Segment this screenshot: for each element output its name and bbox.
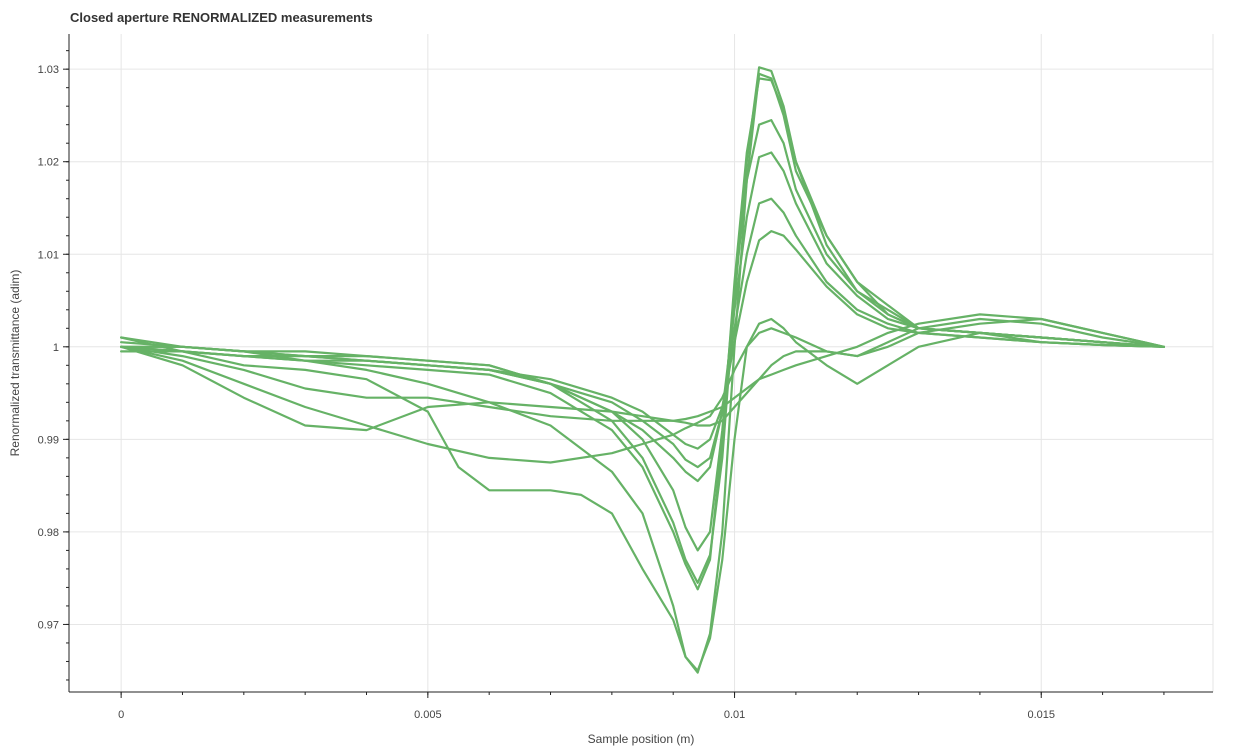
y-tick-label: 1.02 — [38, 157, 59, 169]
y-tick-label: 0.99 — [38, 434, 59, 446]
y-tick-label: 1.01 — [38, 249, 59, 261]
y-tick-label: 1.03 — [38, 64, 59, 76]
series-line-6 — [120, 197, 1165, 469]
grid-lines — [69, 34, 1214, 692]
x-axis-ticks: 0 0.005 0.01 0.015 — [118, 692, 1165, 721]
series-line-1 — [120, 72, 1165, 674]
y-tick-label: 0.98 — [38, 527, 59, 539]
y-tick-label: 0.97 — [38, 619, 59, 631]
chart-title: Closed aperture RENORMALIZED measurement… — [70, 10, 373, 25]
y-axis-label: Renormalized transmittance (adim) — [8, 270, 22, 457]
series-line-3 — [120, 77, 1165, 591]
x-axis-label: Sample position (m) — [588, 732, 695, 746]
series-line-8 — [120, 317, 1165, 464]
series-line-2 — [120, 66, 1165, 584]
series-line-9 — [120, 313, 1165, 422]
y-axis-ticks: 0.97 0.98 0.99 1 1.01 1.02 1.03 — [38, 50, 69, 681]
x-tick-label: 0.01 — [724, 709, 745, 721]
x-tick-label: 0.015 — [1027, 709, 1055, 721]
x-tick-label: 0 — [118, 709, 124, 721]
series-line-10 — [120, 317, 1165, 432]
series-group — [120, 66, 1165, 674]
series-line-11 — [120, 317, 1165, 672]
x-tick-label: 0.005 — [414, 709, 442, 721]
y-tick-label: 1 — [53, 342, 59, 354]
